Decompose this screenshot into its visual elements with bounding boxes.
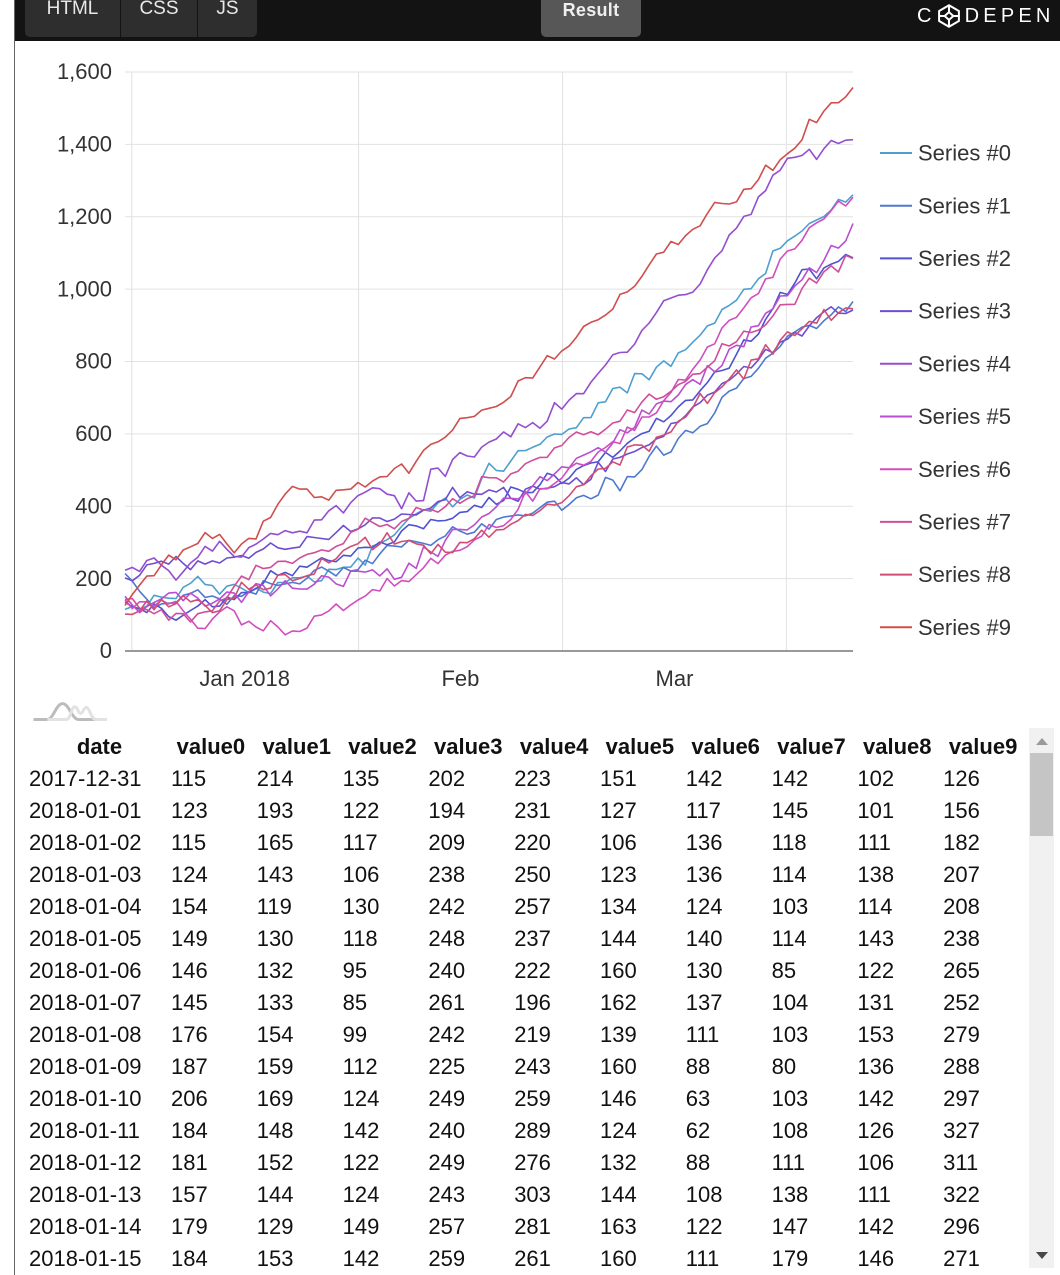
svg-text:1,600: 1,600 (57, 59, 112, 84)
svg-text:Series #3: Series #3 (918, 299, 1011, 324)
svg-text:1,400: 1,400 (57, 132, 112, 157)
svg-text:800: 800 (75, 349, 112, 374)
svg-text:Mar: Mar (656, 666, 694, 691)
svg-text:200: 200 (75, 566, 112, 591)
svg-text:Series #9: Series #9 (918, 615, 1011, 640)
svg-text:400: 400 (75, 494, 112, 519)
svg-text:1,000: 1,000 (57, 276, 112, 301)
svg-text:Series #1: Series #1 (918, 193, 1011, 218)
svg-text:1,200: 1,200 (57, 204, 112, 229)
svg-text:Series #5: Series #5 (918, 404, 1011, 429)
svg-text:Series #6: Series #6 (918, 457, 1011, 482)
svg-text:Series #2: Series #2 (918, 246, 1011, 271)
svg-text:Series #8: Series #8 (918, 562, 1011, 587)
svg-text:0: 0 (100, 638, 112, 663)
svg-text:Series #7: Series #7 (918, 510, 1011, 535)
svg-text:Series #0: Series #0 (918, 141, 1011, 166)
svg-text:600: 600 (75, 421, 112, 446)
svg-text:Feb: Feb (441, 666, 479, 691)
svg-text:Jan 2018: Jan 2018 (199, 666, 290, 691)
svg-text:Series #4: Series #4 (918, 351, 1011, 376)
